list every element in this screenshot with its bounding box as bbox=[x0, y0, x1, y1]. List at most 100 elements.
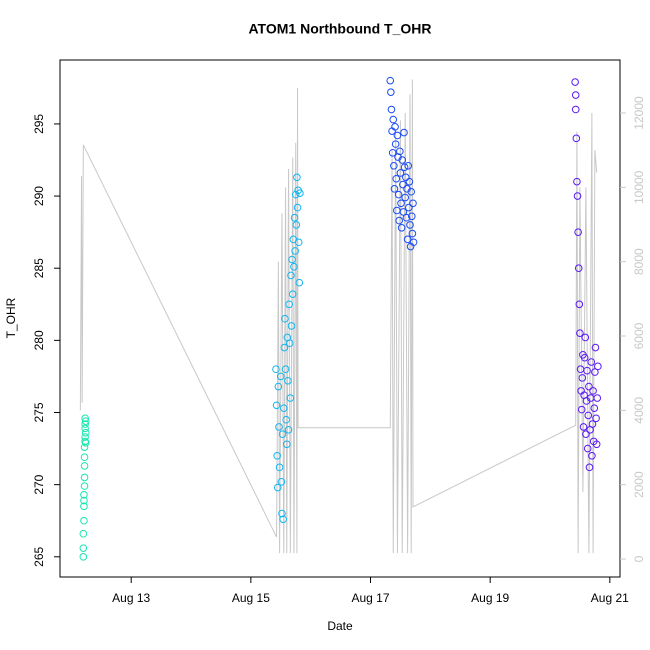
point bbox=[573, 177, 581, 186]
point bbox=[406, 221, 414, 229]
point bbox=[81, 433, 89, 441]
point bbox=[390, 161, 398, 170]
point bbox=[293, 203, 302, 212]
point bbox=[80, 496, 88, 505]
point bbox=[80, 473, 89, 482]
point bbox=[397, 224, 406, 232]
point bbox=[396, 147, 404, 156]
point bbox=[400, 163, 409, 172]
point bbox=[278, 509, 286, 518]
point bbox=[593, 394, 602, 402]
point bbox=[273, 483, 282, 492]
point bbox=[80, 490, 88, 499]
y2-tick-label: 6000 bbox=[632, 322, 646, 349]
point bbox=[585, 463, 594, 472]
y2-tick-label: 2000 bbox=[632, 471, 646, 498]
point bbox=[284, 426, 293, 434]
y-tick-label: 275 bbox=[32, 402, 46, 422]
point bbox=[387, 88, 395, 96]
point bbox=[571, 78, 579, 86]
point bbox=[278, 430, 287, 438]
point bbox=[80, 453, 89, 462]
point bbox=[396, 169, 405, 177]
point bbox=[397, 199, 405, 208]
point bbox=[393, 206, 401, 215]
point bbox=[592, 414, 600, 423]
x-tick-label: Aug 19 bbox=[471, 591, 509, 605]
y-tick-label: 270 bbox=[32, 474, 46, 494]
point bbox=[294, 238, 303, 247]
point bbox=[578, 374, 587, 382]
point bbox=[273, 451, 281, 460]
point bbox=[394, 190, 403, 199]
point bbox=[279, 515, 287, 524]
point bbox=[407, 212, 416, 221]
point bbox=[574, 228, 582, 236]
point bbox=[288, 255, 296, 264]
point bbox=[398, 156, 407, 164]
y2-tick-label: 12000 bbox=[632, 96, 646, 130]
point bbox=[81, 414, 89, 423]
point bbox=[79, 544, 88, 552]
point bbox=[79, 552, 88, 561]
point bbox=[275, 463, 284, 472]
point bbox=[292, 221, 301, 229]
point bbox=[79, 529, 88, 538]
x-tick-label: Aug 17 bbox=[351, 591, 389, 605]
point bbox=[81, 420, 89, 428]
point bbox=[585, 382, 593, 391]
point bbox=[584, 411, 593, 420]
x-axis-label: Date bbox=[327, 619, 353, 633]
point bbox=[272, 365, 280, 374]
plot-box bbox=[59, 59, 621, 578]
point bbox=[390, 185, 399, 193]
point bbox=[81, 417, 90, 425]
x-tick-label: Aug 21 bbox=[591, 591, 629, 605]
point bbox=[576, 329, 584, 337]
point bbox=[386, 76, 395, 85]
point bbox=[573, 192, 582, 200]
point bbox=[275, 423, 283, 431]
point bbox=[405, 177, 414, 186]
point bbox=[274, 382, 283, 391]
point bbox=[574, 264, 583, 273]
point bbox=[281, 365, 290, 374]
point bbox=[80, 443, 89, 451]
point bbox=[277, 477, 286, 486]
point bbox=[288, 290, 297, 298]
point bbox=[80, 502, 88, 511]
y-tick-label: 290 bbox=[32, 186, 46, 206]
y-tick-label: 285 bbox=[32, 258, 46, 278]
point bbox=[80, 516, 88, 525]
point bbox=[583, 366, 591, 375]
point bbox=[282, 440, 291, 449]
y2-tick-label: 10000 bbox=[632, 170, 646, 204]
point bbox=[295, 278, 304, 287]
point bbox=[287, 322, 296, 330]
point bbox=[285, 339, 294, 348]
point bbox=[280, 343, 289, 352]
x-tick-label: Aug 13 bbox=[112, 591, 150, 605]
point bbox=[395, 216, 404, 225]
point bbox=[404, 161, 413, 170]
point bbox=[582, 430, 590, 438]
chart-title: ATOM1 Northbound T_OHR bbox=[248, 21, 431, 37]
point bbox=[587, 358, 596, 366]
point bbox=[387, 105, 396, 114]
point bbox=[389, 115, 398, 124]
point bbox=[590, 404, 599, 412]
y2-tick-label: 4000 bbox=[632, 397, 646, 424]
point bbox=[287, 271, 295, 280]
point bbox=[81, 424, 89, 433]
y2-line bbox=[79, 79, 598, 554]
point bbox=[391, 123, 399, 131]
y2-tick-label: 0 bbox=[632, 555, 646, 562]
point bbox=[80, 462, 89, 470]
point bbox=[577, 405, 586, 414]
point bbox=[581, 333, 590, 342]
point bbox=[80, 482, 89, 490]
point bbox=[276, 372, 285, 381]
point bbox=[388, 148, 397, 157]
point bbox=[589, 387, 597, 395]
